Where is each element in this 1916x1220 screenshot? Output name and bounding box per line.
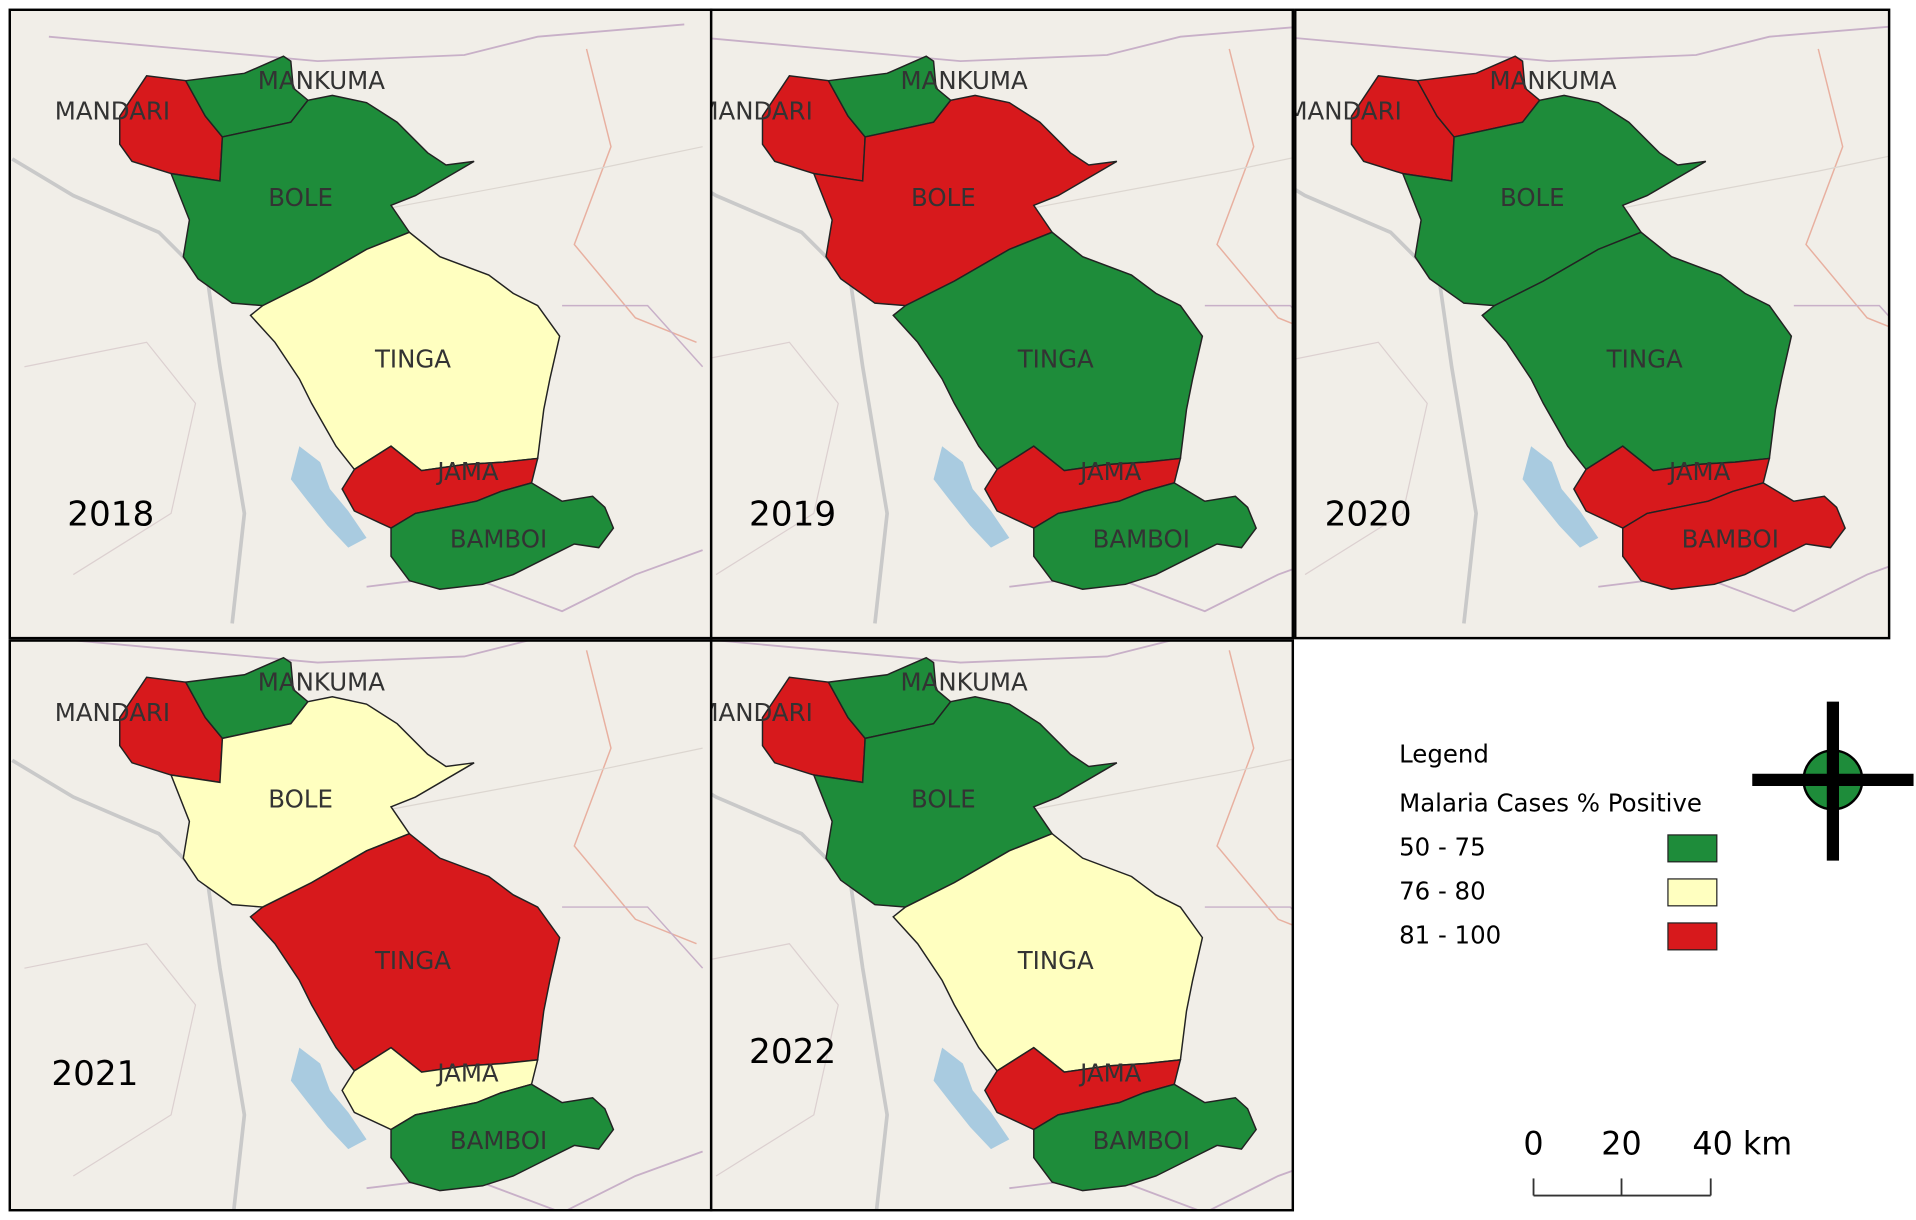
year-label: 2022 (749, 1032, 836, 1072)
scale-label: 40 km (1692, 1126, 1792, 1162)
district-label: MANKUMA (258, 667, 385, 696)
legend-label: 76 - 80 (1399, 876, 1486, 905)
district-label: JAMA (1667, 457, 1731, 486)
district-label: BOLE (911, 183, 976, 212)
district-label: MANDARI (55, 698, 170, 727)
district (184, 55, 309, 138)
road (1793, 304, 1890, 318)
district-label: MANKUMA (901, 66, 1028, 95)
district-label: BAMBOI (1682, 524, 1779, 553)
district-label: MANDARI (1286, 96, 1401, 125)
road (1295, 25, 1890, 63)
district (169, 696, 475, 908)
map-panel: MANDARI MANKUMA BOLE TINGA JAMA BAMBOI 2020 (1286, 9, 1890, 639)
legend-swatch (1667, 834, 1718, 863)
legend-label: 50 - 75 (1399, 832, 1486, 861)
district-label: MANDARI (697, 96, 812, 125)
year-label: 2020 (1325, 494, 1412, 534)
legend-subtitle: Malaria Cases % Positive (1399, 788, 1702, 817)
district (1033, 482, 1257, 590)
road (562, 906, 704, 969)
road (48, 23, 685, 63)
road (711, 341, 839, 576)
district-label: BAMBOI (1093, 524, 1190, 553)
road (573, 650, 697, 945)
lake (290, 1047, 367, 1150)
district-label: BOLE (268, 785, 333, 814)
district-label: JAMA (435, 457, 499, 486)
district-label: BOLE (911, 785, 976, 814)
scale-label: 0 (1523, 1126, 1543, 1162)
district-label: MANKUMA (1490, 66, 1617, 95)
district (390, 482, 615, 590)
district (169, 94, 475, 307)
district-label: MANDARI (697, 698, 812, 727)
district-label: TINGA (374, 345, 451, 374)
year-label: 2019 (749, 494, 836, 534)
legend-swatch (1667, 878, 1718, 907)
scale-bar (1532, 1178, 1712, 1197)
road (711, 640, 1175, 664)
road (1216, 650, 1293, 926)
district-label: JAMA (435, 1059, 499, 1088)
road (24, 341, 197, 576)
road (573, 48, 697, 343)
lake (290, 446, 367, 548)
panel-frame (1294, 8, 1891, 640)
district-label: BAMBOI (450, 524, 547, 553)
district-label: BAMBOI (450, 1126, 547, 1155)
district (1622, 482, 1846, 590)
road (711, 943, 839, 1177)
district (1033, 1083, 1257, 1192)
year-label: 2018 (67, 494, 154, 534)
district-label: BOLE (1500, 183, 1565, 212)
district-label: MANKUMA (901, 667, 1028, 696)
map-panel: MANDARI MANKUMA BOLE TINGA JAMA BAMBOI 2021 (9, 640, 712, 1211)
district (812, 696, 1118, 908)
district-label: TINGA (1606, 345, 1683, 374)
road (562, 304, 704, 368)
district (827, 55, 952, 138)
legend-swatch (1667, 922, 1718, 951)
district-label: MANKUMA (258, 66, 385, 95)
district-label: TINGA (1017, 946, 1094, 975)
map-panel: MANDARI MANKUMA BOLE TINGA JAMA BAMBOI 2022 (697, 640, 1293, 1211)
district (184, 656, 309, 740)
road (1295, 341, 1428, 576)
road (65, 640, 532, 664)
road (1204, 906, 1293, 911)
road (1805, 48, 1890, 328)
year-label: 2021 (51, 1054, 138, 1094)
lake (933, 446, 1010, 548)
district-label: TINGA (374, 946, 451, 975)
lake (1522, 446, 1599, 548)
lake (933, 1047, 1010, 1150)
district-label: TINGA (1017, 345, 1094, 374)
road (1204, 304, 1293, 310)
district-label: BOLE (268, 183, 333, 212)
district-label: JAMA (1078, 457, 1142, 486)
district (1401, 94, 1707, 307)
panel-frame (709, 639, 1295, 1212)
road (1216, 48, 1293, 325)
road (711, 26, 1293, 63)
north-arrow (1752, 701, 1914, 861)
district (827, 656, 952, 740)
district-label: BAMBOI (1093, 1126, 1190, 1155)
scale-label: 20 (1601, 1126, 1641, 1162)
district-label: MANDARI (55, 96, 170, 125)
panel-frame (709, 8, 1295, 640)
legend-label: 81 - 100 (1399, 920, 1501, 949)
map-panel: MANDARI MANKUMA BOLE TINGA JAMA BAMBOI 2019 (697, 9, 1293, 639)
road (24, 943, 197, 1177)
legend-title: Legend (1399, 739, 1489, 768)
district (1416, 55, 1541, 138)
map-panel: MANDARI MANKUMA BOLE TINGA JAMA BAMBOI 2018 (9, 9, 712, 639)
district-label: JAMA (1078, 1059, 1142, 1088)
district (390, 1083, 615, 1192)
district (812, 94, 1118, 307)
